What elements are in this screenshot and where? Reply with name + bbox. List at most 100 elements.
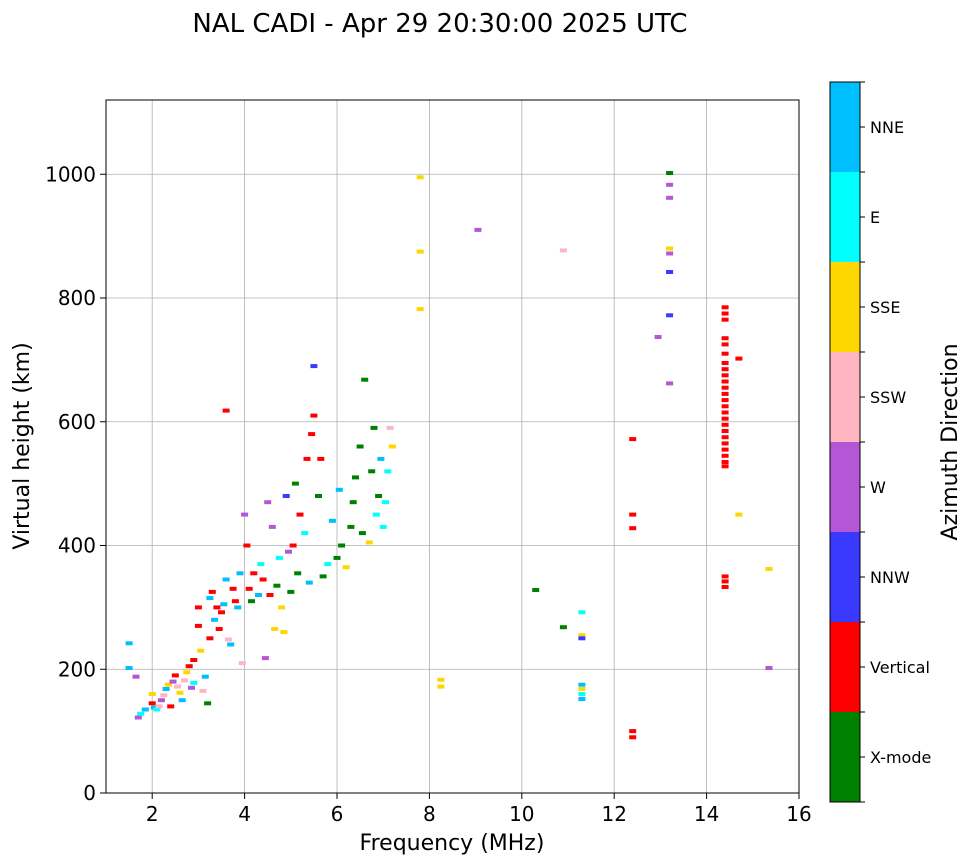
data-point — [721, 585, 729, 589]
data-point — [220, 602, 228, 607]
data-point — [227, 642, 235, 647]
data-point — [721, 404, 729, 409]
colorbar-swatch — [830, 712, 860, 802]
data-point — [377, 456, 385, 461]
data-point — [185, 664, 193, 669]
data-point — [328, 518, 336, 523]
data-point — [629, 735, 637, 740]
data-point — [335, 487, 343, 492]
colorbar-title: Azimuth Direction — [938, 343, 963, 540]
data-point — [273, 583, 281, 588]
data-point — [721, 311, 729, 316]
data-point — [721, 574, 729, 579]
data-point — [218, 610, 225, 615]
data-point — [250, 571, 258, 576]
data-point — [275, 555, 283, 560]
data-point — [201, 674, 209, 679]
data-point — [735, 512, 743, 517]
data-point — [236, 571, 244, 576]
x-tick-label: 10 — [509, 802, 534, 826]
data-point — [721, 317, 729, 322]
data-point — [654, 335, 662, 339]
data-point — [303, 456, 311, 461]
colorbar-label: Vertical — [870, 658, 930, 677]
data-point — [578, 610, 586, 615]
colorbar-label: W — [870, 478, 886, 497]
data-point — [162, 687, 170, 691]
data-point — [268, 524, 276, 529]
colorbar-label: SSW — [870, 388, 906, 407]
data-point — [248, 599, 255, 604]
data-point — [206, 636, 214, 641]
data-point — [125, 666, 133, 670]
data-point — [181, 678, 188, 683]
data-point — [294, 571, 302, 576]
data-point — [310, 413, 318, 418]
data-point — [388, 444, 396, 449]
data-point — [324, 562, 332, 567]
data-point — [349, 500, 357, 505]
data-point — [721, 361, 729, 365]
colorbar-frame — [829, 81, 861, 803]
data-point — [721, 373, 729, 378]
data-point — [257, 562, 265, 567]
data-point — [271, 627, 279, 631]
data-point — [287, 589, 295, 594]
data-point — [356, 444, 364, 449]
data-point — [629, 437, 637, 442]
plot-frame — [105, 99, 800, 794]
data-point — [197, 648, 205, 653]
data-point — [379, 524, 387, 529]
colorbar-swatch — [830, 442, 860, 532]
data-point — [721, 464, 729, 469]
data-point — [666, 246, 674, 251]
data-point — [629, 512, 637, 517]
y-tick-label: 200 — [58, 657, 96, 681]
x-tick-label: 8 — [423, 802, 436, 826]
data-point — [308, 432, 316, 437]
data-point — [338, 543, 346, 548]
colorbar-label: NNW — [870, 568, 910, 587]
data-point — [666, 195, 674, 200]
data-point — [132, 674, 140, 679]
colorbar-label: SSE — [870, 298, 900, 317]
data-point — [259, 577, 267, 582]
data-point — [255, 593, 262, 597]
data-point — [243, 543, 251, 548]
y-axis-label: Virtual height (km) — [10, 342, 35, 549]
colorbar-swatch — [830, 532, 860, 622]
data-point — [721, 453, 729, 458]
data-point — [333, 555, 341, 560]
data-point — [578, 636, 586, 641]
data-point — [721, 367, 729, 372]
data-point — [319, 574, 327, 579]
data-point — [578, 633, 586, 638]
data-point — [384, 469, 392, 474]
data-point — [666, 313, 674, 318]
data-point — [666, 171, 674, 175]
data-point — [222, 577, 230, 582]
data-point — [416, 175, 424, 180]
x-tick-label: 16 — [786, 802, 811, 826]
data-point — [721, 391, 729, 396]
y-axis: 0 200 400 600 800 1000 — [45, 162, 106, 805]
data-point — [213, 605, 221, 610]
data-point — [164, 682, 172, 687]
data-point — [721, 379, 729, 384]
data-point — [224, 637, 232, 642]
data-point — [578, 697, 586, 701]
data-point — [234, 605, 242, 610]
data-point — [125, 641, 133, 646]
data-point — [261, 656, 269, 661]
data-point — [315, 494, 322, 498]
x-tick-label: 6 — [331, 802, 344, 826]
data-point — [171, 673, 179, 678]
data-point — [666, 381, 674, 386]
data-point — [370, 425, 378, 430]
data-point — [382, 500, 389, 505]
data-point — [199, 688, 207, 693]
data-point — [765, 666, 773, 670]
data-point — [291, 481, 299, 486]
data-point — [134, 715, 142, 720]
data-point — [204, 701, 212, 706]
